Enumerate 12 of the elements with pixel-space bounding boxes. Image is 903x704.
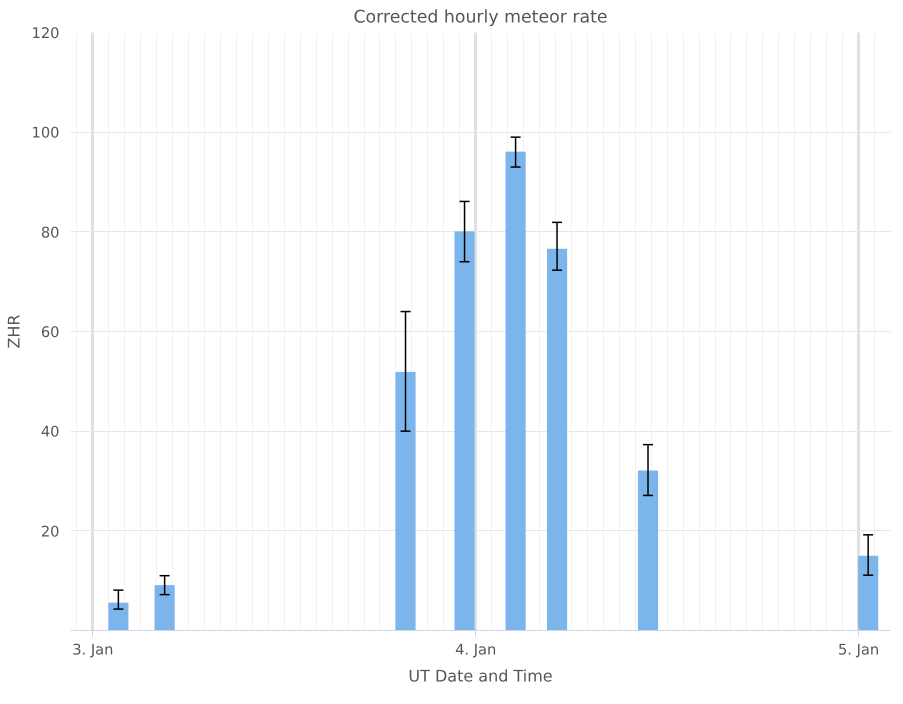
x-tick-label: 4. Jan — [455, 642, 496, 658]
x-tick-label: 3. Jan — [72, 642, 114, 658]
x-tick-label: 5. Jan — [838, 642, 880, 658]
chart-title: Corrected hourly meteor rate — [353, 8, 608, 28]
y-tick-label: 40 — [40, 424, 60, 441]
y-axis-title: ZHR — [4, 314, 24, 349]
y-tick-label: 80 — [40, 224, 60, 242]
x-axis-title: UT Date and Time — [408, 666, 553, 686]
y-tick-label: 100 — [32, 124, 60, 142]
y-tick-label: 60 — [40, 324, 60, 341]
y-tick-label: 20 — [40, 523, 60, 540]
y-tick-label: 120 — [32, 25, 60, 42]
